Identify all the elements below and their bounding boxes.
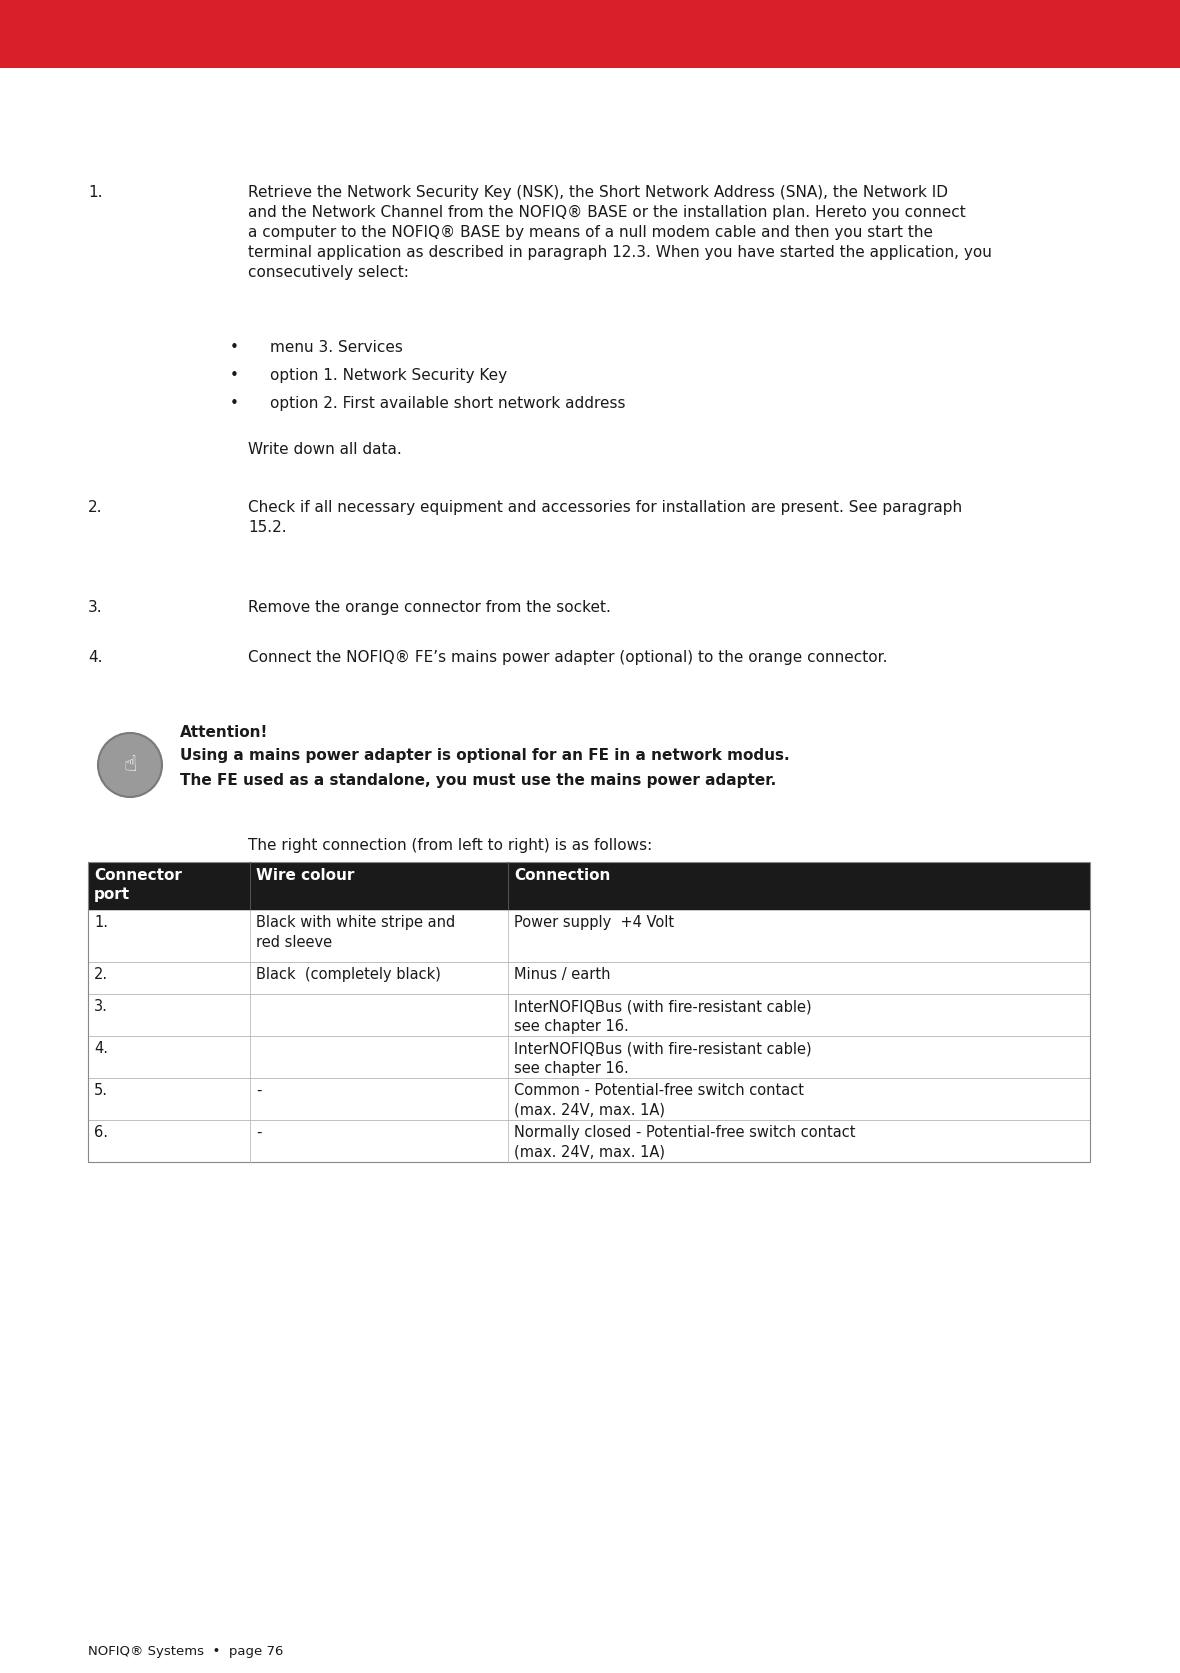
Text: option 2. First available short network address: option 2. First available short network … bbox=[270, 397, 625, 412]
Bar bbox=[0, 0, 1180, 69]
Text: The FE used as a standalone, you must use the mains power adapter.: The FE used as a standalone, you must us… bbox=[181, 773, 776, 788]
Bar bbox=[88, 862, 1090, 1163]
Text: Write down all data.: Write down all data. bbox=[248, 442, 401, 457]
Text: 2.: 2. bbox=[88, 500, 103, 515]
Text: Connection: Connection bbox=[514, 868, 610, 883]
Text: Wire colour: Wire colour bbox=[256, 868, 354, 883]
Text: 4.: 4. bbox=[88, 651, 103, 664]
Text: -: - bbox=[256, 1124, 262, 1139]
Text: menu 3. Services: menu 3. Services bbox=[270, 340, 402, 355]
Text: •: • bbox=[230, 340, 238, 355]
Text: -: - bbox=[256, 1082, 262, 1097]
Text: Normally closed - Potential-free switch contact
(max. 24V, max. 1A): Normally closed - Potential-free switch … bbox=[514, 1124, 856, 1159]
Text: Common - Potential-free switch contact
(max. 24V, max. 1A): Common - Potential-free switch contact (… bbox=[514, 1082, 804, 1118]
Text: •: • bbox=[230, 397, 238, 412]
Bar bbox=[88, 862, 1090, 910]
Text: 3.: 3. bbox=[94, 999, 107, 1014]
Text: Power supply  +4 Volt: Power supply +4 Volt bbox=[514, 915, 674, 930]
Text: •: • bbox=[230, 368, 238, 383]
Text: Connector
port: Connector port bbox=[94, 868, 182, 902]
Text: option 1. Network Security Key: option 1. Network Security Key bbox=[270, 368, 507, 383]
Text: Black with white stripe and
red sleeve: Black with white stripe and red sleeve bbox=[256, 915, 455, 950]
Text: 2.: 2. bbox=[94, 967, 109, 982]
Text: 6.: 6. bbox=[94, 1124, 109, 1139]
Text: 3.: 3. bbox=[88, 601, 103, 616]
Bar bbox=[88, 994, 1090, 1036]
Text: 5.: 5. bbox=[94, 1082, 109, 1097]
Text: NOFIQ® Systems  •  page 76: NOFIQ® Systems • page 76 bbox=[88, 1645, 283, 1658]
Text: 1.: 1. bbox=[88, 186, 103, 201]
Text: 1.: 1. bbox=[94, 915, 109, 930]
Text: Minus / earth: Minus / earth bbox=[514, 967, 610, 982]
Circle shape bbox=[98, 733, 162, 796]
Bar bbox=[88, 962, 1090, 994]
Text: The right connection (from left to right) is as follows:: The right connection (from left to right… bbox=[248, 838, 653, 853]
Text: Retrieve the Network Security Key (NSK), the Short Network Address (SNA), the Ne: Retrieve the Network Security Key (NSK),… bbox=[248, 186, 992, 279]
Text: InterNOFIQBus (with fire-resistant cable)
see chapter 16.: InterNOFIQBus (with fire-resistant cable… bbox=[514, 999, 812, 1034]
Bar bbox=[88, 910, 1090, 962]
Text: Remove the orange connector from the socket.: Remove the orange connector from the soc… bbox=[248, 601, 611, 616]
Text: 4.: 4. bbox=[94, 1041, 109, 1056]
Text: Connect the NOFIQ® FE’s mains power adapter (optional) to the orange connector.: Connect the NOFIQ® FE’s mains power adap… bbox=[248, 651, 887, 664]
Text: Attention!: Attention! bbox=[181, 724, 268, 739]
Text: InterNOFIQBus (with fire-resistant cable)
see chapter 16.: InterNOFIQBus (with fire-resistant cable… bbox=[514, 1041, 812, 1076]
Text: Check if all necessary equipment and accessories for installation are present. S: Check if all necessary equipment and acc… bbox=[248, 500, 962, 535]
Bar bbox=[88, 1119, 1090, 1163]
Text: Black  (completely black): Black (completely black) bbox=[256, 967, 441, 982]
Text: ☝: ☝ bbox=[123, 755, 137, 775]
Bar bbox=[88, 1036, 1090, 1077]
Text: Using a mains power adapter is optional for an FE in a network modus.: Using a mains power adapter is optional … bbox=[181, 748, 789, 763]
Bar bbox=[88, 1077, 1090, 1119]
